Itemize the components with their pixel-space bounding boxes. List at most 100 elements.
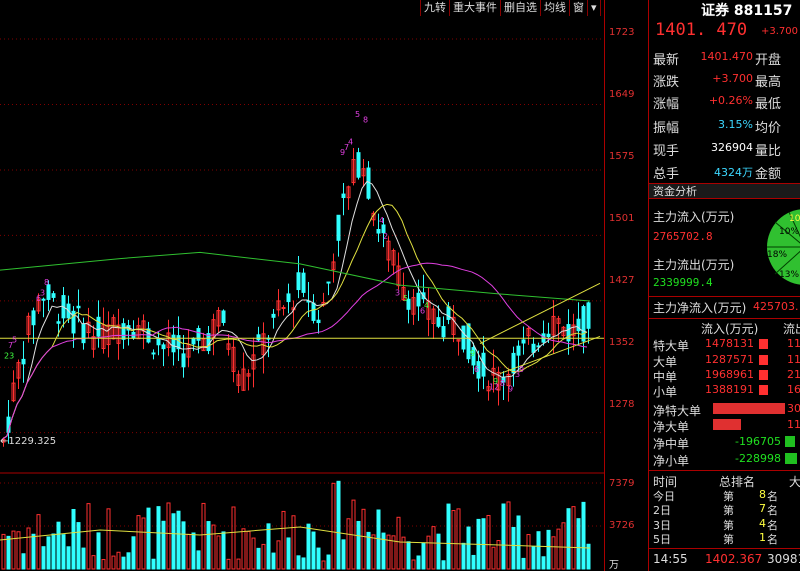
- price-change: +3.700: [761, 26, 799, 37]
- volume-bar: [46, 536, 51, 570]
- flow-row-value: 1478131: [705, 337, 754, 350]
- flow-bar: [759, 355, 768, 365]
- nine-turn-count: 2: [383, 232, 388, 241]
- candle-body: [431, 308, 436, 324]
- volume-bar: [551, 536, 556, 570]
- candle-body: [276, 300, 281, 311]
- volume-bar: [416, 555, 421, 570]
- candle-body: [1, 439, 6, 443]
- quote-value: 4324万: [714, 166, 753, 179]
- nine-turn-count: 9: [519, 365, 524, 374]
- volume-bar: [521, 557, 526, 570]
- flow-row: 小单 1388191 16: [649, 382, 800, 399]
- volume-bar: [121, 556, 126, 570]
- remove-watchlist-button[interactable]: 删自选: [501, 0, 541, 16]
- moving-average-button[interactable]: 均线: [541, 0, 570, 16]
- low-price-marker: ←1229.325: [0, 436, 57, 447]
- volume-bar: [531, 545, 536, 570]
- flow-bar: [759, 385, 768, 395]
- volume-bar: [76, 522, 81, 570]
- volume-bar: [276, 540, 281, 570]
- volume-bar: [146, 507, 151, 570]
- candle-body: [531, 343, 536, 353]
- net-bar: [785, 453, 797, 464]
- candle-body: [506, 373, 511, 387]
- volume-bar: [371, 534, 376, 570]
- volume-bar: [456, 508, 461, 570]
- ma30-line: [1, 262, 588, 440]
- volume-bar: [221, 531, 226, 570]
- candle-body: [21, 358, 26, 365]
- volume-bar: [431, 526, 436, 570]
- volume-bar: [536, 531, 541, 570]
- kline-chart-area[interactable]: 23 3 4 5 6 9 8 9 2 3 4 5 6 7 8 9 12 9 3 4 5 6 7 8 9 九转 重大事件 删自选 …: [0, 0, 604, 571]
- volume-bar: [261, 543, 266, 570]
- nine-turn-button[interactable]: 九转: [421, 0, 450, 16]
- ma10-line: [1, 203, 588, 440]
- net-row-label: 净小单: [653, 454, 690, 468]
- candle-body: [171, 334, 176, 353]
- tick-volume: 30981: [767, 552, 800, 566]
- quote-label: 现手: [653, 144, 680, 159]
- dropdown-arrow-icon[interactable]: ▾: [588, 0, 601, 16]
- volume-bar: [106, 508, 111, 570]
- rank-unit: 名: [767, 490, 778, 503]
- volume-bar: [401, 536, 406, 570]
- volume-bar: [561, 522, 566, 570]
- quote-row: 涨跌 +3.700 最高: [649, 68, 800, 90]
- net-row: 净特大单 306: [649, 401, 800, 418]
- price-axis-label: 1575: [609, 151, 635, 162]
- volume-bar: [286, 537, 291, 570]
- candle-body: [76, 305, 81, 309]
- rank-period: 3日: [653, 519, 671, 532]
- window-button[interactable]: 窗: [570, 0, 588, 16]
- major-events-button[interactable]: 重大事件: [450, 0, 501, 16]
- candle-body: [136, 325, 141, 340]
- candle-body: [36, 299, 41, 312]
- quote-label-right: 均价: [755, 121, 782, 136]
- candle-body: [296, 272, 301, 291]
- candle-body: [551, 315, 556, 336]
- nine-turn-count: 9: [508, 384, 513, 393]
- volume-bar: [156, 506, 161, 570]
- candle-body: [316, 319, 321, 324]
- volume-bar: [26, 527, 31, 570]
- net-row-value: -196705: [735, 435, 781, 448]
- nine-turn-count: 4: [348, 137, 353, 146]
- candle-body: [251, 354, 256, 370]
- candle-body: [256, 334, 261, 341]
- quote-label: 振幅: [653, 121, 680, 136]
- rank-number: 4: [759, 517, 766, 530]
- candle-body: [351, 159, 356, 184]
- nine-turn-count: 9: [493, 377, 498, 386]
- flow-row-value: 1287571: [705, 353, 754, 366]
- volume-bar: [516, 515, 521, 570]
- flow-row: 大单 1287571 11: [649, 352, 800, 369]
- volume-bar: [166, 502, 171, 570]
- nine-turn-count: 9: [340, 148, 345, 157]
- candle-body: [406, 298, 411, 310]
- candle-body: [156, 338, 161, 346]
- net-row-label: 净中单: [653, 437, 690, 451]
- quote-row: 最新 1401.470 开盘: [649, 46, 800, 68]
- chart-toolbar: 九转 重大事件 删自选 均线 窗 ▾: [420, 0, 601, 16]
- volume-bar: [331, 482, 336, 570]
- volume-bar: [236, 558, 241, 570]
- volume-bar: [581, 501, 586, 570]
- candle-body: [116, 324, 121, 344]
- nine-turn-count: 4: [424, 301, 429, 310]
- volume-bar: [151, 558, 156, 570]
- volume-bar: [241, 528, 246, 570]
- candle-body: [281, 307, 286, 310]
- price-axis-label: 1723: [609, 27, 635, 38]
- volume-bar: [446, 503, 451, 570]
- nine-turn-count: 12: [489, 383, 499, 392]
- quote-label-right: 量比: [755, 144, 782, 159]
- volume-bar: [496, 540, 501, 570]
- candle-body: [201, 338, 206, 352]
- fund-analysis-header[interactable]: 资金分析: [649, 183, 800, 199]
- candle-body: [311, 302, 316, 321]
- candle-body: [331, 261, 336, 271]
- candle-body: [231, 346, 236, 372]
